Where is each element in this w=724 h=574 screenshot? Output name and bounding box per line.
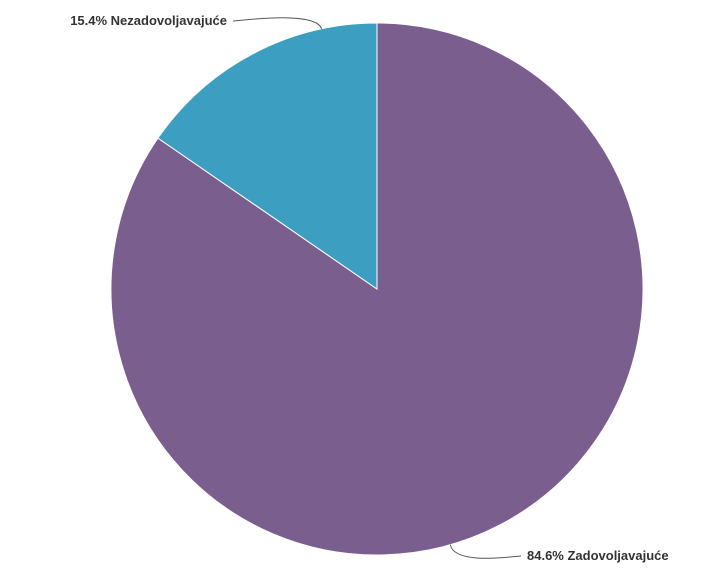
- leader-line-zadovoljavajuce: [449, 544, 522, 559]
- slices-layer: [110, 22, 644, 556]
- slice-label-zadovoljavajuce: 84.6% Zadovoljavajuće: [527, 548, 669, 563]
- leader-lines-layer: [232, 17, 522, 559]
- slice-label-nezadovoljavajuce: 15.4% Nezadovoljavajuće: [70, 13, 227, 28]
- pie-slice-nezadovoljavajuce[interactable]: [157, 22, 378, 290]
- slice-labels-layer: 84.6% Zadovoljavajuće 15.4% Nezadovoljava…: [70, 13, 668, 563]
- leader-line-nezadovoljavajuce: [232, 17, 323, 30]
